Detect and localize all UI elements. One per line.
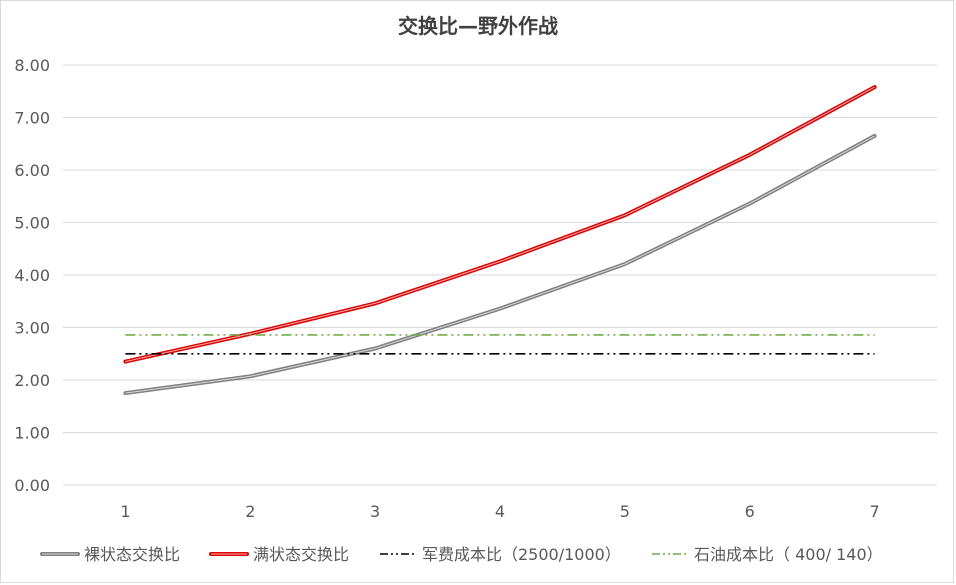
legend-item-3: 军费成本比（2500/1000）	[380, 545, 621, 564]
y-tick-label: 7.00	[14, 109, 50, 128]
y-tick-label: 1.00	[14, 424, 50, 443]
series-2	[123, 85, 877, 364]
y-axis-ticks: 0.00 1.00 2.00 3.00 4.00 5.00 6.00 7.00 8.00	[14, 56, 50, 495]
series-1	[123, 133, 877, 396]
legend: 裸状态交换比 满状态交换比 军费成本比（2500/1000） 石油成本比（ 400/ …	[40, 545, 883, 564]
y-tick-label: 6.00	[14, 161, 50, 180]
x-tick-label: 1	[120, 502, 130, 521]
y-tick-label: 4.00	[14, 266, 50, 285]
legend-label: 裸状态交换比	[84, 545, 180, 564]
series-lines	[123, 85, 877, 396]
legend-label: 石油成本比（ 400/ 140）	[694, 545, 883, 564]
x-tick-label: 4	[495, 502, 505, 521]
series-line-outer	[123, 85, 877, 364]
legend-label: 军费成本比（2500/1000）	[422, 545, 621, 564]
x-axis-ticks: 1 2 3 4 5 6 7	[120, 502, 879, 521]
legend-item-1: 裸状态交换比	[40, 545, 180, 564]
x-tick-label: 7	[869, 502, 879, 521]
y-tick-label: 0.00	[14, 476, 50, 495]
y-tick-label: 8.00	[14, 56, 50, 75]
series-line-highlight	[125, 86, 875, 363]
y-tick-label: 3.00	[14, 319, 50, 338]
x-tick-label: 6	[745, 502, 755, 521]
x-tick-label: 5	[620, 502, 630, 521]
legend-label: 满状态交换比	[253, 545, 349, 564]
x-tick-label: 2	[245, 502, 255, 521]
y-tick-label: 5.00	[14, 214, 50, 233]
gridlines	[63, 64, 937, 486]
x-tick-label: 3	[370, 502, 380, 521]
legend-item-4: 石油成本比（ 400/ 140）	[652, 545, 883, 564]
chart-title: 交换比—野外作战	[398, 14, 558, 38]
y-tick-label: 2.00	[14, 371, 50, 390]
series-line-highlight	[125, 135, 875, 394]
legend-item-2: 满状态交换比	[209, 545, 349, 564]
